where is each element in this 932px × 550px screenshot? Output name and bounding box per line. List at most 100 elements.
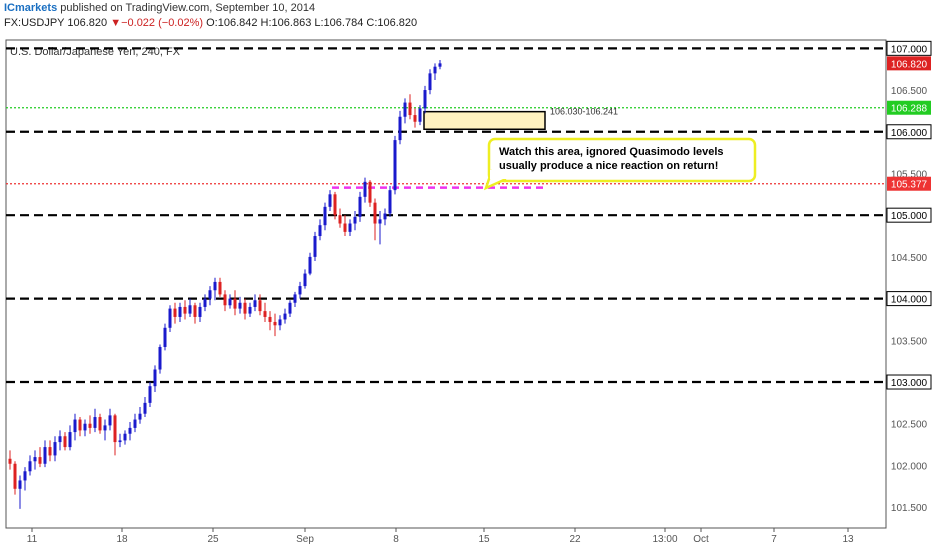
candle-body[interactable] xyxy=(333,194,337,216)
candle-body[interactable] xyxy=(198,306,202,317)
candle-body[interactable] xyxy=(188,305,192,314)
candle-body[interactable] xyxy=(103,425,107,431)
candle-body[interactable] xyxy=(338,215,342,224)
candle-body[interactable] xyxy=(383,213,387,220)
candle-body[interactable] xyxy=(268,316,272,322)
candle-body[interactable] xyxy=(408,102,412,116)
candle-body[interactable] xyxy=(258,300,262,312)
candle-body[interactable] xyxy=(173,308,177,317)
candle-body[interactable] xyxy=(168,308,172,328)
candle-body[interactable] xyxy=(18,480,22,489)
candle-body[interactable] xyxy=(128,427,132,434)
candle-body[interactable] xyxy=(228,298,232,306)
publisher-name[interactable]: ICmarkets xyxy=(4,2,58,14)
candle-body[interactable] xyxy=(388,190,392,214)
candle-body[interactable] xyxy=(373,202,377,224)
candle-body[interactable] xyxy=(68,432,72,448)
candle-body[interactable] xyxy=(418,108,422,122)
candle-body[interactable] xyxy=(8,458,12,464)
candle-body[interactable] xyxy=(93,417,97,428)
last-price-badge-text: 106.820 xyxy=(891,59,928,70)
candle-body[interactable] xyxy=(343,223,347,232)
candle-body[interactable] xyxy=(123,433,127,441)
change-arrow: ▼ xyxy=(110,17,122,29)
candle-body[interactable] xyxy=(23,471,27,481)
level-label-box xyxy=(886,124,932,140)
candle-body[interactable] xyxy=(428,73,432,91)
candle-body[interactable] xyxy=(43,447,47,464)
candle-body[interactable] xyxy=(368,181,372,203)
candle-body[interactable] xyxy=(203,298,207,307)
candle-body[interactable] xyxy=(298,286,302,295)
candle-body[interactable] xyxy=(133,419,137,428)
candle-body[interactable] xyxy=(13,463,17,489)
candle-body[interactable] xyxy=(283,313,287,320)
candle-body[interactable] xyxy=(158,346,162,370)
candle-body[interactable] xyxy=(58,436,62,443)
candle-body[interactable] xyxy=(323,206,327,226)
candle-body[interactable] xyxy=(28,461,32,472)
level-label-box xyxy=(886,207,932,223)
candle-body[interactable] xyxy=(293,294,297,303)
candle-body[interactable] xyxy=(423,90,427,109)
candle-body[interactable] xyxy=(278,319,282,326)
x-tick-label: Sep xyxy=(296,534,314,545)
candle-body[interactable] xyxy=(108,415,112,426)
level-badge-text: 105.377 xyxy=(891,180,928,191)
candle-body[interactable] xyxy=(163,327,167,347)
candle-body[interactable] xyxy=(398,116,402,141)
candle-body[interactable] xyxy=(313,236,317,257)
level-label-box xyxy=(886,40,932,56)
quasimodo-zone[interactable] xyxy=(423,110,546,131)
candle-body[interactable] xyxy=(413,115,417,122)
candle-body[interactable] xyxy=(273,321,277,326)
candle-body[interactable] xyxy=(148,386,152,403)
candle-body[interactable] xyxy=(138,413,142,420)
candle-body[interactable] xyxy=(38,457,42,464)
candle-body[interactable] xyxy=(318,225,322,237)
candle-body[interactable] xyxy=(218,281,222,295)
candle-body[interactable] xyxy=(48,447,52,456)
candle-body[interactable] xyxy=(433,66,437,74)
candle-body[interactable] xyxy=(118,440,122,443)
level-badge-text: 106.288 xyxy=(891,104,928,115)
candle-body[interactable] xyxy=(328,194,332,207)
candle-body[interactable] xyxy=(303,273,307,287)
candle-body[interactable] xyxy=(33,457,37,462)
candle-body[interactable] xyxy=(353,216,357,224)
candle-body[interactable] xyxy=(83,423,87,431)
candle-body[interactable] xyxy=(113,415,117,443)
candle-body[interactable] xyxy=(98,417,102,431)
candle-body[interactable] xyxy=(243,302,247,314)
candle-body[interactable] xyxy=(213,281,217,291)
candle-body[interactable] xyxy=(143,402,147,414)
candle-body[interactable] xyxy=(238,302,242,309)
candle-body[interactable] xyxy=(438,63,442,67)
candle-body[interactable] xyxy=(358,196,362,217)
candle-body[interactable] xyxy=(63,436,67,448)
candle-body[interactable] xyxy=(183,306,187,314)
candle-body[interactable] xyxy=(248,306,252,314)
candle-body[interactable] xyxy=(378,219,382,224)
candle-body[interactable] xyxy=(208,290,212,299)
callout-text-line2: usually produce a nice reaction on retur… xyxy=(499,160,718,172)
candle-body[interactable] xyxy=(253,300,257,307)
candle-body[interactable] xyxy=(153,369,157,387)
candle-body[interactable] xyxy=(393,140,397,191)
candle-body[interactable] xyxy=(178,306,182,317)
candle-body[interactable] xyxy=(233,298,237,309)
callout-text-line1: Watch this area, ignored Quasimodo level… xyxy=(499,146,724,158)
candle-body[interactable] xyxy=(348,223,352,232)
candle-body[interactable] xyxy=(73,419,77,433)
candle-body[interactable] xyxy=(193,305,197,317)
candle-body[interactable] xyxy=(88,423,92,428)
candle-body[interactable] xyxy=(263,311,267,317)
candle-body[interactable] xyxy=(308,256,312,274)
candle-body[interactable] xyxy=(363,181,367,197)
candle-body[interactable] xyxy=(223,294,227,306)
candle-body[interactable] xyxy=(403,102,407,117)
candle-body[interactable] xyxy=(78,419,82,431)
candle-body[interactable] xyxy=(53,442,57,456)
candle-body[interactable] xyxy=(288,302,292,314)
